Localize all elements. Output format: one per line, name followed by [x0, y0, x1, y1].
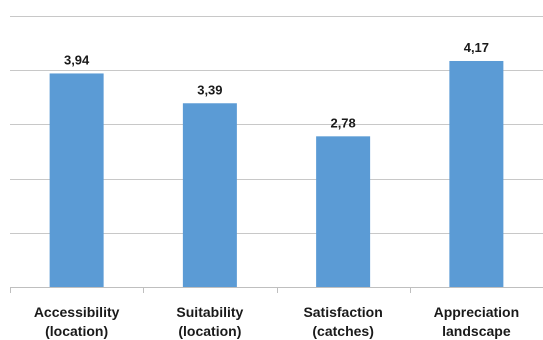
data-label: 3,94	[64, 52, 90, 67]
bar	[449, 60, 504, 288]
data-labels: 3,94 3,39 2,78 4,17	[64, 40, 489, 130]
category-label: Appreciation landscape	[434, 304, 520, 339]
category-label-line: (location)	[45, 323, 108, 339]
category-label-line: (location)	[178, 323, 241, 339]
data-label: 3,39	[197, 82, 222, 97]
data-label: 2,78	[330, 115, 355, 130]
category-label: Suitability (location)	[176, 304, 243, 339]
category-labels: Accessibility (location) Suitability (locat…	[34, 304, 519, 339]
bar	[182, 103, 237, 288]
bars	[49, 60, 504, 288]
bar	[316, 136, 371, 287]
data-label: 4,17	[464, 40, 489, 55]
category-label-line: landscape	[442, 323, 511, 339]
category-label: Accessibility (location)	[34, 304, 120, 339]
category-label: Satisfaction (catches)	[303, 304, 382, 339]
category-label-line: (catches)	[312, 323, 373, 339]
category-label-line: Satisfaction	[303, 304, 382, 320]
category-label-line: Appreciation	[434, 304, 520, 320]
bar	[49, 73, 104, 288]
category-label-line: Suitability	[176, 304, 243, 320]
category-label-line: Accessibility	[34, 304, 120, 320]
